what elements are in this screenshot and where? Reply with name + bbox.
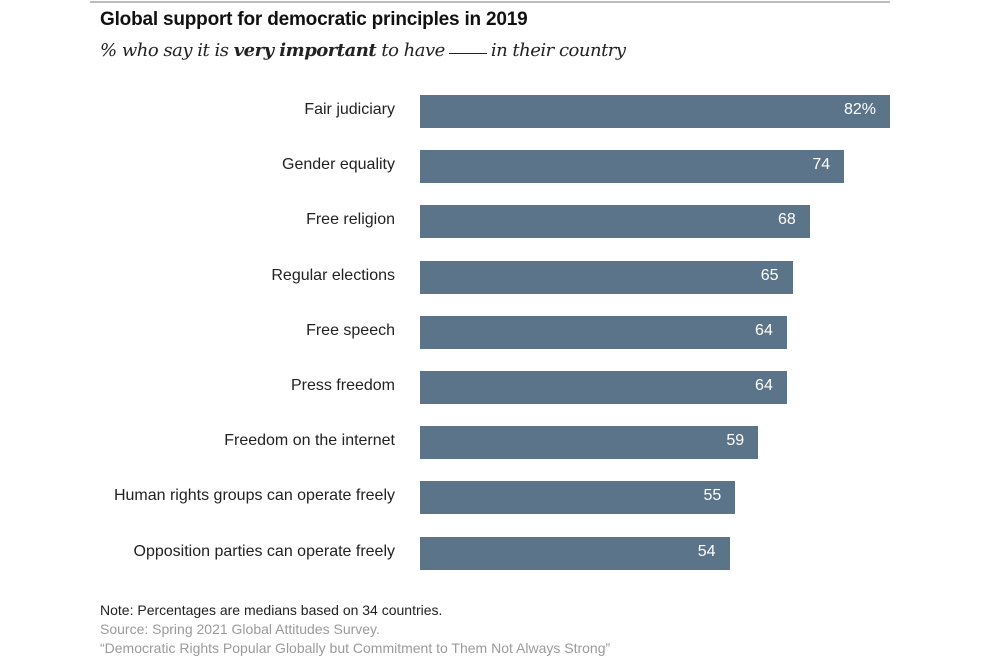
category-label: Free religion [306,211,395,229]
bar [420,536,730,570]
category-label: Freedom on the internet [224,432,395,450]
bar [420,426,759,460]
value-label: 54 [697,542,716,560]
category-label: Fair judiciary [304,101,395,118]
value-label: 65 [760,266,779,284]
bar [420,481,736,515]
chart-subtitle: % who say it is very important to have in… [100,40,626,61]
value-label: 64 [755,321,773,339]
note-text: Note: Percentages are medians based on 3… [100,602,443,618]
category-label: Regular elections [271,266,395,284]
subtitle-emphasis: very important [233,40,377,61]
subtitle-end: in their country [490,40,626,61]
category-label: Gender equality [282,156,395,174]
chart-footer: Note: Percentages are medians based on 3… [100,601,610,658]
value-label: 59 [726,432,745,450]
bar [420,260,793,294]
category-label: Press freedom [290,377,395,394]
chart-title: Global support for democratic principles… [100,9,528,30]
value-label: 64 [755,377,773,394]
bar [420,150,845,184]
value-label: 55 [703,487,722,505]
category-label: Free speech [306,321,395,339]
category-label: Opposition parties can operate freely [133,542,395,560]
value-label: 82% [843,101,876,118]
category-label: Human rights groups can operate freely [113,487,395,505]
top-rule [90,1,890,3]
source-text: Source: Spring 2021 Global Attitudes Sur… [100,621,380,637]
value-label: 68 [777,211,796,229]
bar [420,95,890,128]
subtitle-before: % who say it is [100,40,229,61]
bar [420,371,787,404]
subtitle-blank [448,53,487,54]
bar [420,315,787,349]
report-title: “Democratic Rights Popular Globally but … [100,640,611,656]
value-label: 74 [812,156,831,174]
bar [420,205,810,239]
subtitle-after: to have [381,40,445,61]
